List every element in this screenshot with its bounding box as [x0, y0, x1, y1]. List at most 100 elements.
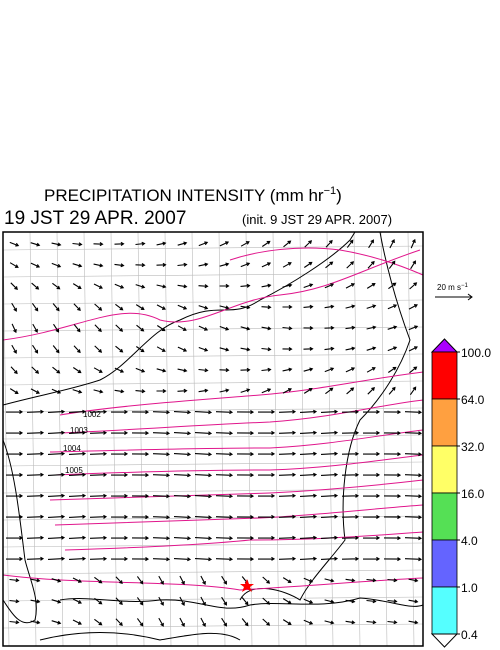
wind-arrow [240, 326, 251, 331]
wind-arrow [52, 345, 60, 354]
wind-arrow [236, 410, 255, 415]
wind-arrow [257, 451, 276, 456]
wind-arrow [158, 575, 164, 585]
isobar-label: 1005 [65, 466, 83, 475]
wind-arrow [282, 347, 293, 352]
wind-arrow [341, 409, 360, 414]
wind-arrow [198, 284, 209, 289]
wind-arrow [410, 260, 416, 270]
wind-arrow [152, 452, 171, 457]
wind-arrow [52, 282, 61, 290]
wind-arrow [30, 242, 41, 247]
wind-arrow [324, 367, 335, 373]
wind-arrow [404, 431, 423, 436]
wind-arrow [345, 620, 356, 625]
wind-arrow [262, 597, 271, 605]
wind-arrow [198, 305, 209, 310]
wind-arrow [383, 515, 402, 520]
grid-line [83, 231, 91, 647]
wind-arrow [221, 575, 227, 585]
coastline [2, 231, 356, 406]
wind-arrow [94, 576, 103, 584]
wind-arrow [9, 388, 19, 394]
wind-arrow [367, 387, 375, 395]
grid-line [191, 231, 199, 647]
wind-arrow [72, 619, 82, 625]
wind-arrow [215, 494, 234, 499]
colorbar-label: 64.0 [461, 393, 485, 407]
grid-line [2, 407, 424, 413]
wind-arrow [320, 535, 339, 540]
wind-arrow [198, 241, 209, 247]
wind-arrow [30, 578, 41, 583]
wind-arrow [257, 535, 276, 540]
wind-arrow [136, 576, 144, 585]
wind-arrow [409, 366, 418, 374]
wind-arrow [177, 241, 188, 246]
wind-arrow [115, 345, 124, 353]
wind-arrow [388, 282, 397, 290]
wind-arrow [51, 262, 62, 268]
valid-time: 19 JST 29 APR. 2007 [4, 208, 186, 229]
wind-arrow [131, 452, 150, 457]
map: 1002 1003 1004 1005 [2, 231, 424, 647]
wind-arrow [257, 409, 276, 414]
wind-arrow [219, 347, 230, 352]
grid-line [56, 231, 64, 647]
location-star [240, 579, 254, 592]
wind-arrow [156, 262, 167, 267]
colorbar-label: 4.0 [461, 534, 478, 548]
wind-arrow [219, 241, 230, 247]
wind-arrow [366, 283, 376, 289]
isobar [229, 247, 424, 276]
init-time: (init. 9 JST 29 APR. 2007) [242, 212, 392, 227]
wind-arrow [136, 324, 145, 332]
wind-arrow [177, 325, 187, 331]
wind-arrow [362, 556, 381, 561]
wind-arrow [278, 493, 297, 498]
coastline [2, 439, 37, 623]
wind-arrow [135, 389, 146, 394]
grid-line [2, 461, 424, 467]
wind-arrow [152, 410, 171, 415]
wind-arrow [299, 430, 318, 435]
colorbar-band [431, 445, 458, 494]
wind-arrow [345, 304, 356, 309]
wind-arrow [404, 410, 423, 415]
wind-arrow [68, 535, 87, 540]
wind-arrow [194, 410, 213, 415]
wind-arrow [303, 388, 313, 394]
colorbar-label: 32.0 [461, 440, 485, 454]
wind-arrow [219, 388, 230, 393]
wind-arrow [236, 452, 255, 457]
wind-arrow [320, 514, 339, 519]
wind-arrow [262, 576, 271, 584]
wind-arrow [94, 618, 103, 626]
wind-arrow [72, 389, 83, 394]
wind-arrow [299, 535, 318, 540]
wind-arrow [94, 345, 103, 353]
wind-arrow [324, 346, 335, 351]
isobar [54, 454, 424, 476]
wind-arrow [320, 556, 339, 561]
wind-arrow [200, 575, 206, 585]
wind-arrow [177, 346, 188, 352]
wind-arrow [341, 556, 360, 561]
wind-arrow [26, 430, 45, 435]
wind-arrow [32, 323, 38, 333]
wind-arrow [383, 431, 402, 436]
wind-arrow [9, 578, 20, 583]
wind-arrow [324, 325, 335, 330]
isobar [59, 371, 424, 416]
wind-arrow [261, 347, 272, 352]
wind-arrow [115, 303, 124, 311]
wind-arrow [215, 431, 234, 436]
wind-arrow [236, 557, 255, 562]
wind-arrow [47, 535, 66, 540]
wind-arrow [408, 346, 418, 352]
wind-arrow [362, 535, 381, 540]
wind-arrow [257, 556, 276, 561]
wind-arrow [158, 596, 164, 606]
wind-arrow [200, 596, 206, 606]
